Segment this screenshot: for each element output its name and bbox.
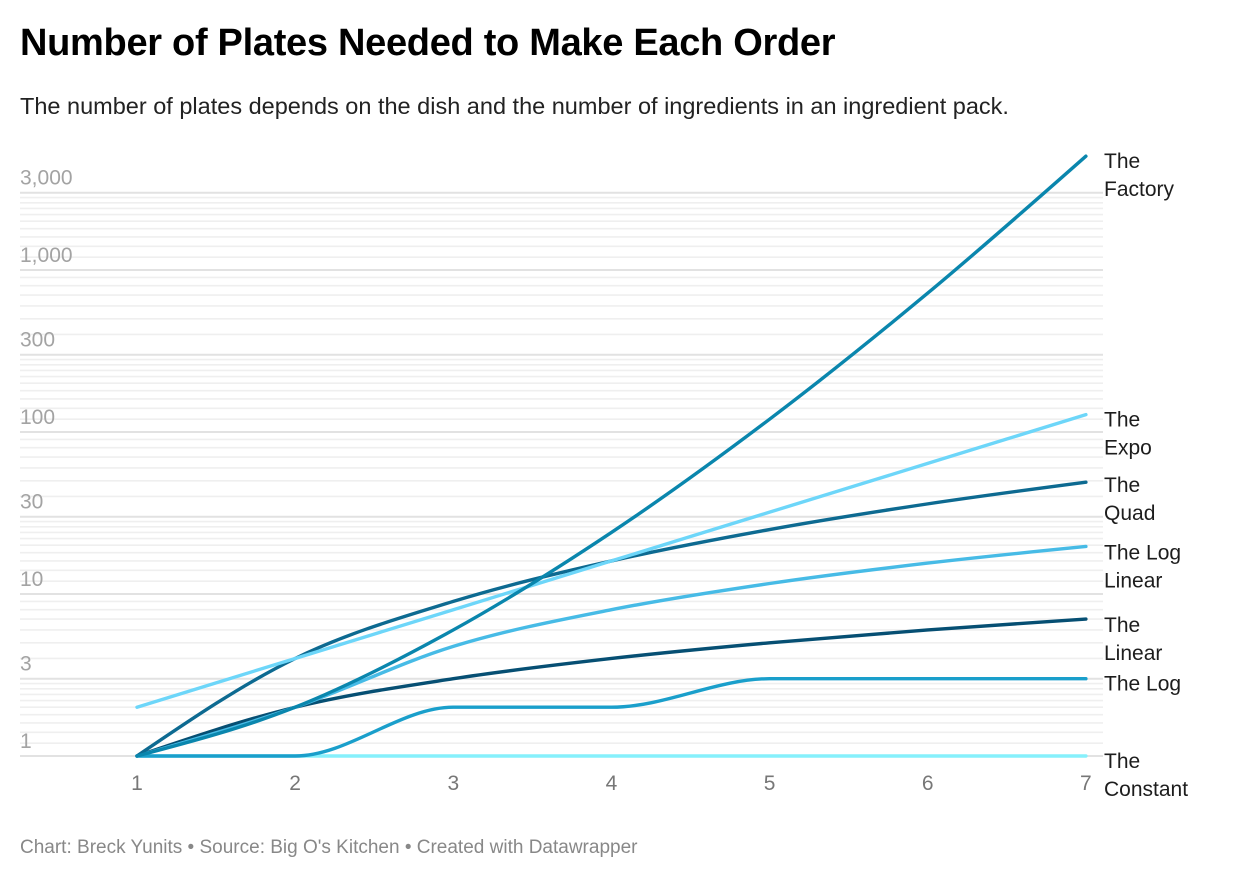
x-tick-label: 1 — [131, 772, 143, 795]
series-label-line: The — [1104, 409, 1140, 432]
gridlines — [20, 191, 1103, 757]
series-label-line: Linear — [1104, 569, 1162, 592]
x-tick-label: 7 — [1080, 772, 1092, 795]
y-axis-ticks: 1 3 10 30 100 300 1,000 3,000 — [20, 167, 73, 753]
x-tick-label: 6 — [922, 772, 934, 795]
y-tick-label: 30 — [20, 491, 43, 514]
y-tick-label: 10 — [20, 568, 43, 591]
chart-title: Number of Plates Needed to Make Each Ord… — [20, 22, 836, 64]
series-label-the-expo: The Expo — [1104, 409, 1152, 460]
x-tick-label: 5 — [764, 772, 776, 795]
y-tick-label: 300 — [20, 329, 55, 352]
y-tick-label: 3 — [20, 653, 32, 676]
series-label-the-log: The Log — [1104, 673, 1181, 696]
x-tick-label: 2 — [289, 772, 301, 795]
chart-footer: Chart: Breck Yunits • Source: Big O's Ki… — [20, 837, 638, 858]
series-label-line: The — [1104, 614, 1140, 637]
series-label-line: Factory — [1104, 178, 1175, 201]
series-line-the-log-linear — [135, 544, 1088, 758]
series-label-the-quad: The Quad — [1104, 474, 1155, 525]
y-tick-label: 1 — [20, 730, 32, 753]
series-label-the-linear: The Linear — [1104, 614, 1162, 665]
series-label-line: Expo — [1104, 437, 1152, 460]
series-label-the-constant: The Constant — [1104, 750, 1188, 801]
series-label-line: The Log — [1104, 673, 1181, 696]
series-line-the-linear — [135, 617, 1088, 758]
series-label-line: The — [1104, 474, 1140, 497]
series-label-line: Quad — [1104, 502, 1155, 525]
series-label-line: The — [1104, 750, 1140, 773]
series-lines — [135, 154, 1088, 758]
series-line-the-expo — [135, 412, 1088, 709]
series-line-the-log — [135, 677, 1088, 758]
chart-subtitle: The number of plates depends on the dish… — [20, 93, 1009, 119]
series-label-line: Constant — [1104, 778, 1188, 801]
x-tick-label: 3 — [447, 772, 459, 795]
series-label-line: The — [1104, 150, 1140, 173]
series-label-line: The Log — [1104, 541, 1181, 564]
y-tick-label: 3,000 — [20, 167, 73, 190]
y-tick-label: 1,000 — [20, 244, 73, 267]
series-label-line: Linear — [1104, 642, 1162, 665]
x-axis-ticks: 1 2 3 4 5 6 7 — [131, 772, 1092, 795]
series-label-the-log-linear: The Log Linear — [1104, 541, 1181, 592]
x-tick-label: 4 — [606, 772, 618, 795]
series-line-the-factory — [135, 154, 1088, 758]
y-tick-label: 100 — [20, 406, 55, 429]
series-label-the-factory: The Factory — [1104, 150, 1175, 201]
